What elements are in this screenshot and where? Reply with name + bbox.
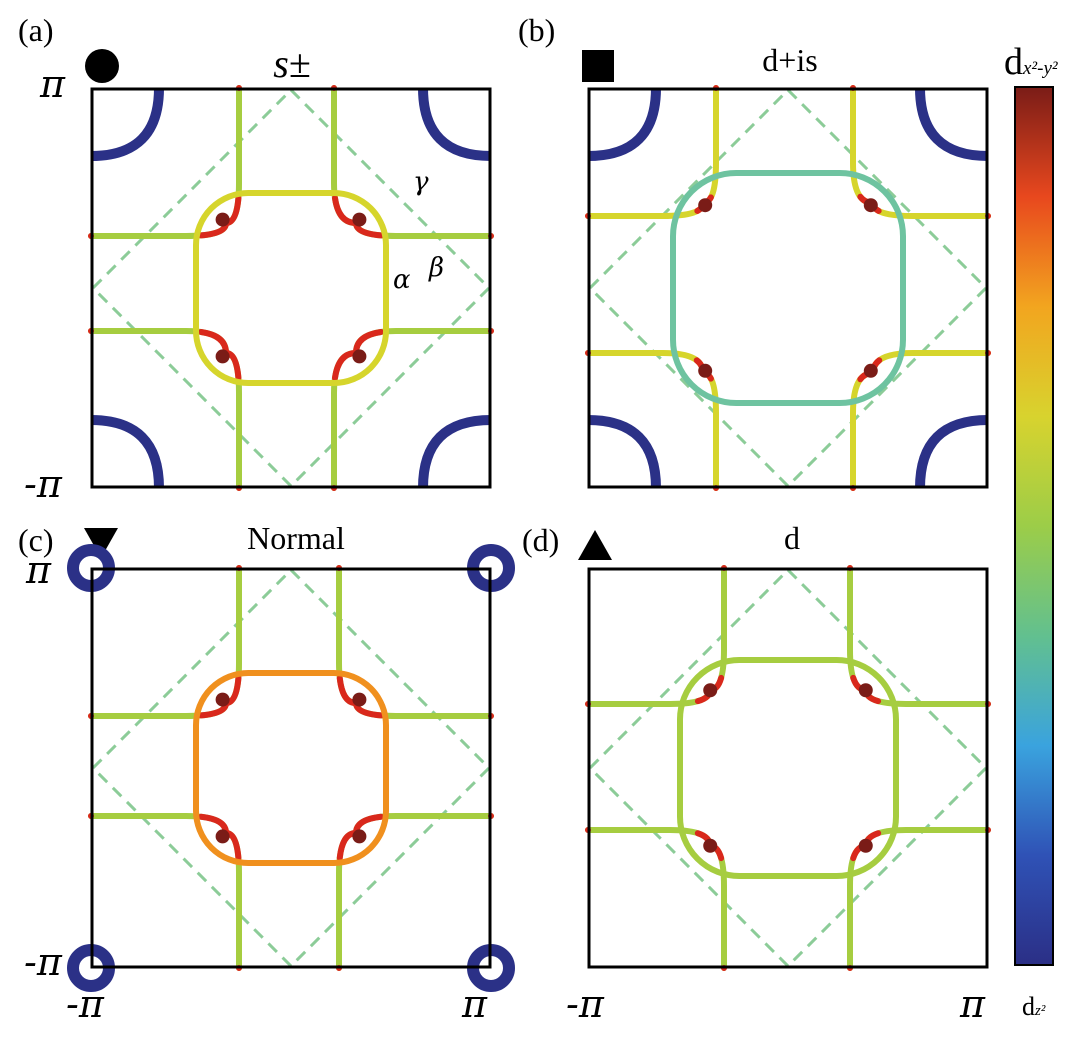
ring-node bbox=[863, 198, 878, 213]
beta-band bbox=[850, 85, 876, 206]
gamma-label: γ bbox=[413, 167, 429, 197]
corner-pocket bbox=[915, 415, 989, 489]
beta-band bbox=[863, 827, 991, 849]
plot-frame bbox=[90, 87, 492, 489]
beta-band bbox=[870, 200, 991, 219]
beta-band bbox=[585, 827, 713, 849]
plot-frame bbox=[587, 87, 989, 489]
corner-pocket bbox=[418, 415, 492, 489]
beta-band bbox=[847, 565, 869, 693]
ring-node bbox=[703, 838, 718, 853]
band-highlight bbox=[88, 328, 229, 356]
ring-node bbox=[698, 363, 713, 378]
ring-node bbox=[352, 349, 367, 364]
triangle-down-marker-icon bbox=[84, 528, 118, 558]
ring-node bbox=[863, 363, 878, 378]
band-highlight bbox=[88, 813, 229, 836]
beta-band bbox=[847, 843, 869, 971]
corner-pocket bbox=[915, 87, 989, 161]
corner-pocket bbox=[587, 87, 661, 161]
square-marker-icon bbox=[582, 50, 614, 82]
beta-band bbox=[707, 565, 727, 693]
alpha-ring bbox=[670, 170, 906, 406]
ring-node bbox=[352, 829, 367, 844]
zone-boundary bbox=[90, 87, 492, 489]
plot-frame bbox=[90, 567, 492, 969]
panel-a-title: s± bbox=[273, 41, 311, 86]
beta-band bbox=[863, 687, 991, 707]
panel-b-plot bbox=[585, 85, 991, 491]
ring-node bbox=[703, 683, 718, 698]
panel-c-ytick-bottom: -π bbox=[24, 940, 62, 984]
panel-d-title: d bbox=[784, 520, 800, 556]
panel-c-plot bbox=[67, 544, 515, 992]
ring-node bbox=[215, 212, 230, 227]
zone-boundary bbox=[587, 567, 989, 969]
beta-band bbox=[700, 85, 719, 206]
corner-pocket bbox=[587, 415, 661, 489]
ring-node bbox=[698, 198, 713, 213]
panel-a-plot: γ βα bbox=[88, 85, 494, 491]
band-highlight bbox=[336, 830, 359, 971]
zone-boundary bbox=[587, 87, 989, 489]
colorbar-bottom-base: d bbox=[1022, 992, 1035, 1021]
band-highlight bbox=[331, 350, 359, 491]
colorbar-top-base: d bbox=[1004, 41, 1023, 83]
panel-d-xtick-right: π bbox=[960, 982, 985, 1026]
band-highlight bbox=[353, 328, 494, 356]
colorbar bbox=[1014, 86, 1054, 966]
colorbar-top-label: dx²-y² bbox=[1004, 40, 1058, 84]
corner-pocket bbox=[90, 87, 164, 161]
beta-band bbox=[700, 370, 719, 491]
colorbar-bottom-label: dz² bbox=[1022, 992, 1045, 1022]
ring-node bbox=[352, 212, 367, 227]
triangle-up-marker-icon bbox=[578, 530, 612, 560]
alpha-ring bbox=[677, 657, 899, 879]
beta-band bbox=[707, 843, 727, 971]
panel-d-label: (d) bbox=[522, 522, 560, 558]
beta-band bbox=[850, 370, 876, 491]
beta-band bbox=[585, 687, 713, 707]
beta-label: β bbox=[428, 253, 444, 283]
ring-node bbox=[215, 829, 230, 844]
panel-a-ytick-top: π bbox=[40, 62, 65, 106]
band-highlight bbox=[336, 565, 359, 706]
plot-frame bbox=[587, 567, 989, 969]
panel-c-title: Normal bbox=[247, 520, 345, 556]
panel-d-xtick-left: -π bbox=[566, 982, 604, 1026]
panel-a-ytick-bottom: -π bbox=[24, 462, 62, 506]
panel-c-label: (c) bbox=[18, 522, 54, 558]
zone-boundary bbox=[90, 567, 492, 969]
beta-band bbox=[585, 200, 706, 219]
panel-b-title: d+is bbox=[762, 42, 818, 78]
ring-node bbox=[858, 838, 873, 853]
alpha-ring bbox=[193, 670, 389, 866]
corner-pocket bbox=[90, 415, 164, 489]
ring-node bbox=[215, 349, 230, 364]
panel-c-ytick-top: π bbox=[26, 548, 51, 592]
beta-band bbox=[585, 350, 706, 376]
ring-node bbox=[858, 683, 873, 698]
ring-node bbox=[352, 692, 367, 707]
band-highlight bbox=[331, 85, 359, 226]
circle-marker-icon bbox=[85, 49, 119, 83]
alpha-ring bbox=[193, 190, 389, 386]
alpha-label: α bbox=[393, 265, 411, 295]
beta-band bbox=[870, 350, 991, 376]
band-highlight bbox=[353, 813, 494, 836]
corner-pocket bbox=[418, 87, 492, 161]
panel-b-label: (b) bbox=[518, 12, 556, 48]
panel-d-plot bbox=[585, 565, 991, 971]
ring-node bbox=[215, 692, 230, 707]
colorbar-bottom-sub: z² bbox=[1035, 1003, 1046, 1019]
panel-a-label: (a) bbox=[18, 12, 54, 48]
colorbar-top-sub: x²-y² bbox=[1023, 58, 1058, 79]
